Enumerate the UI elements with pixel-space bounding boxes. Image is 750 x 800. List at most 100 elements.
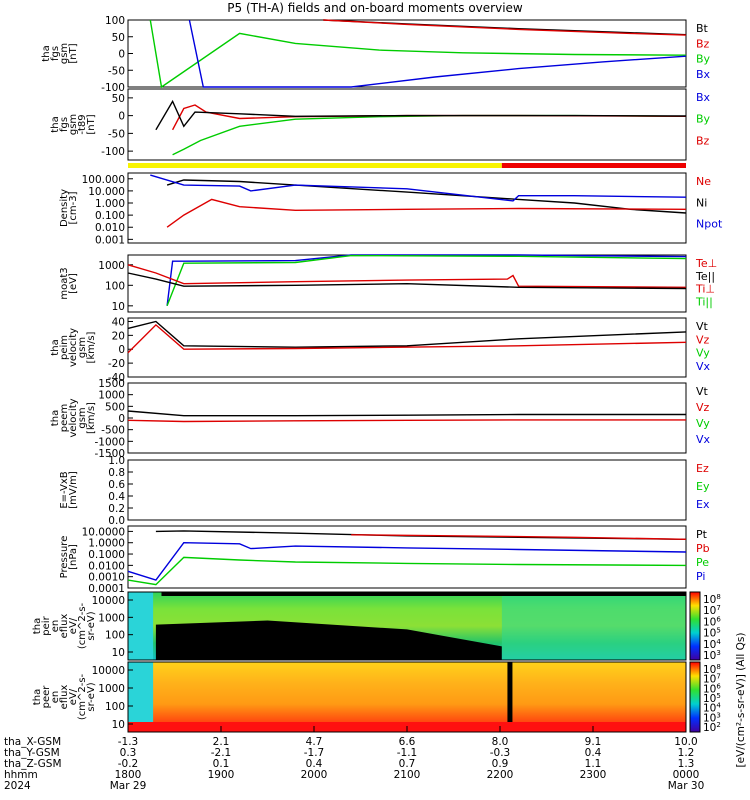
x-tick-label: Mar 29 [110, 780, 147, 792]
legend-Vz: Vz [696, 401, 710, 414]
y-axis-label: Pressure [59, 536, 70, 579]
legend-Te⊥: Te⊥ [695, 257, 717, 270]
x-tick-label: 1.3 [678, 758, 695, 770]
y-tick-label: -100 [101, 82, 125, 94]
legend-Npot: Npot [696, 218, 723, 231]
legend-Bx: Bx [696, 91, 711, 104]
y-tick-label: 0 [118, 344, 125, 356]
legend-By: By [696, 53, 711, 66]
colorbar-tick-label: 103 [703, 711, 721, 724]
y-axis-label: [mV/m] [68, 471, 79, 509]
y-tick-label: 10000 [92, 665, 125, 677]
y-tick-label: -40 [108, 372, 125, 384]
series-Vz [127, 323, 687, 354]
y-axis-label: sr-eV) [86, 611, 97, 640]
x-tick-label: 2000 [301, 769, 328, 781]
y-tick-label: 0 [118, 49, 125, 61]
y-tick-label: 50 [112, 32, 125, 44]
panel-fgs [127, 19, 687, 89]
y-tick-label: 100 [105, 630, 125, 642]
x-tick-label: 0.4 [585, 747, 602, 759]
spectrogram-edge [128, 592, 154, 660]
y-tick-label: 0.010 [95, 222, 125, 234]
colorbar-tick-label: 108 [703, 593, 721, 606]
y-tick-label: 10.000 [88, 186, 125, 198]
y-tick-label: -1500 [94, 448, 125, 460]
y-tick-label: 100 [105, 15, 125, 27]
y-tick-label: -50 [108, 128, 125, 140]
x-tick-label: 10.0 [674, 736, 697, 748]
y-tick-label: 40 [112, 316, 125, 328]
panel-fgs_d [127, 88, 687, 161]
y-axis-label: fgs [50, 46, 61, 61]
colorbar-tick-label: 104 [703, 702, 721, 715]
y-tick-label: 10 [112, 647, 125, 659]
y-axis-label: -t89 [77, 114, 88, 134]
x-tick-label: 0000 [673, 769, 700, 781]
series-Vz [127, 419, 686, 423]
panel-frame [127, 591, 687, 661]
legend-Bz: Bz [696, 134, 710, 147]
colorbar-axis-label: [eV/(cm²-s-sr-eV)] (All Qs) [735, 633, 747, 768]
y-tick-label: 1000 [98, 683, 125, 695]
y-tick-label: 0 [118, 413, 125, 425]
x-tick-label: -1.1 [397, 747, 418, 759]
y-tick-label: -100 [101, 146, 125, 158]
y-axis-label: gsm [77, 407, 88, 428]
y-tick-label: -50 [108, 65, 125, 77]
series-Vt [127, 410, 686, 417]
legend-Te||: Te|| [695, 270, 715, 283]
status-bar-red [501, 163, 686, 168]
x-tick-label: 0.4 [306, 758, 323, 770]
y-axis-label: eV/ [68, 617, 79, 634]
legend-Pt: Pt [696, 528, 708, 541]
y-tick-label: 10000 [92, 595, 125, 607]
y-axis-label: peim [59, 335, 70, 360]
x-tick-label: 6.6 [399, 736, 416, 748]
series-Ni [166, 179, 687, 214]
legend-Vz: Vz [696, 333, 710, 346]
legend-Ez: Ez [696, 462, 709, 475]
legend-Ti||: Ti|| [695, 295, 713, 308]
y-axis-label: tha [41, 45, 52, 61]
colorbar-ion_spec [689, 591, 701, 661]
series-Pe [127, 556, 687, 586]
y-axis-label: en [50, 691, 61, 704]
y-tick-label: 0.001 [95, 234, 125, 246]
x-axis-row-label: tha_X-GSM [4, 736, 61, 748]
panel-elec_spec [127, 661, 701, 733]
panel-density [127, 172, 687, 244]
y-axis-label: tha [32, 689, 43, 705]
x-tick-label: -1.7 [304, 747, 325, 759]
x-tick-label: 1800 [115, 769, 142, 781]
series-Bx [155, 99, 687, 131]
legend-Bz: Bz [696, 37, 710, 50]
spectrogram-edge [128, 662, 154, 732]
x-tick-label: 0.9 [492, 758, 509, 770]
y-axis-label: sr-eV) [86, 682, 97, 711]
y-axis-label: eflux [59, 685, 70, 710]
y-tick-label: 0.0001 [88, 583, 125, 595]
colorbar-tick-label: 107 [703, 604, 721, 617]
status-bar-yellow [128, 163, 502, 168]
y-tick-label: 10 [112, 301, 125, 313]
y-tick-label: 0 [118, 111, 125, 123]
colorbar-tick-label: 108 [703, 663, 721, 676]
legend-Vt: Vt [696, 320, 709, 333]
y-tick-label: 0.1000 [88, 549, 125, 561]
panel-frame [127, 459, 687, 521]
y-axis-label: velocity [68, 398, 79, 437]
legend-Vt: Vt [696, 385, 709, 398]
x-axis-row-label: tha_Y-GSM [4, 747, 60, 759]
series-Bx [188, 19, 687, 88]
colorbar-tick-label: 106 [703, 615, 721, 628]
y-axis-label: E=-VxB [59, 471, 70, 508]
panel-pressure [127, 525, 687, 589]
series-Te|| [127, 272, 687, 290]
y-axis-label: [nT] [68, 43, 79, 63]
x-axis-row-label: hhmm [4, 769, 38, 781]
legend-Ti⊥: Ti⊥ [695, 283, 715, 296]
y-axis-label: [cm-3] [68, 191, 79, 224]
legend-Bt: Bt [696, 22, 709, 35]
